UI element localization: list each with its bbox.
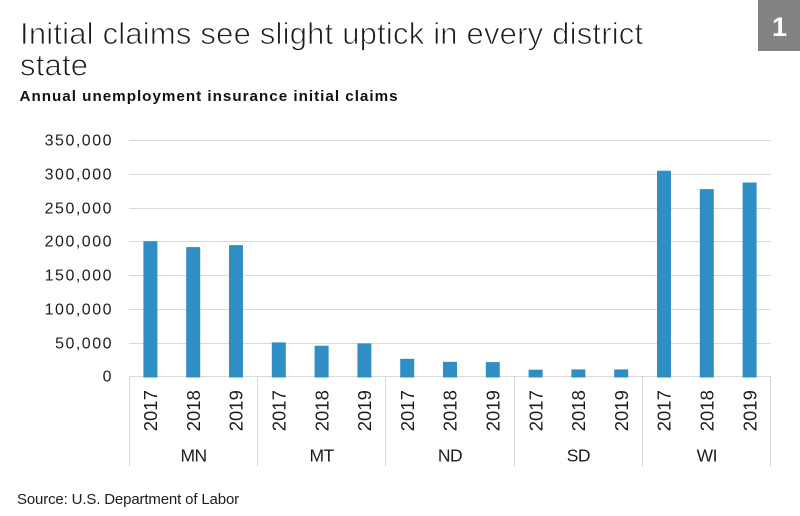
svg-text:2017: 2017 — [140, 390, 161, 431]
svg-text:MT: MT — [309, 446, 334, 466]
svg-text:Initial claims see slight upti: Initial claims see slight uptick in ever… — [20, 16, 644, 51]
svg-text:2019: 2019 — [611, 390, 632, 431]
svg-text:2017: 2017 — [654, 390, 675, 431]
svg-text:0: 0 — [103, 369, 113, 386]
svg-text:100,000: 100,000 — [45, 302, 113, 319]
svg-text:WI: WI — [697, 446, 717, 466]
svg-text:2018: 2018 — [568, 390, 589, 431]
svg-text:state: state — [20, 48, 88, 83]
svg-text:150,000: 150,000 — [45, 268, 113, 285]
svg-text:2019: 2019 — [483, 390, 504, 431]
svg-text:2018: 2018 — [697, 390, 718, 431]
svg-text:2018: 2018 — [311, 390, 332, 431]
svg-text:50,000: 50,000 — [55, 336, 113, 353]
svg-text:2019: 2019 — [739, 390, 760, 431]
svg-text:200,000: 200,000 — [45, 234, 113, 251]
svg-text:2019: 2019 — [226, 390, 247, 431]
svg-text:Source: U.S. Department of Lab: Source: U.S. Department of Labor — [17, 491, 239, 508]
svg-text:2017: 2017 — [525, 390, 546, 431]
svg-text:300,000: 300,000 — [45, 167, 113, 184]
svg-text:Annual unemployment insurance: Annual unemployment insurance initial cl… — [20, 88, 399, 105]
svg-text:2018: 2018 — [440, 390, 461, 431]
svg-text:MN: MN — [180, 446, 206, 466]
svg-text:SD: SD — [567, 446, 590, 466]
svg-text:1: 1 — [772, 12, 787, 42]
svg-text:2018: 2018 — [183, 390, 204, 431]
svg-text:2019: 2019 — [354, 390, 375, 431]
svg-text:350,000: 350,000 — [45, 133, 113, 150]
svg-text:250,000: 250,000 — [45, 201, 113, 218]
svg-text:ND: ND — [438, 446, 462, 466]
svg-text:2017: 2017 — [397, 390, 418, 431]
svg-text:2017: 2017 — [269, 390, 290, 431]
